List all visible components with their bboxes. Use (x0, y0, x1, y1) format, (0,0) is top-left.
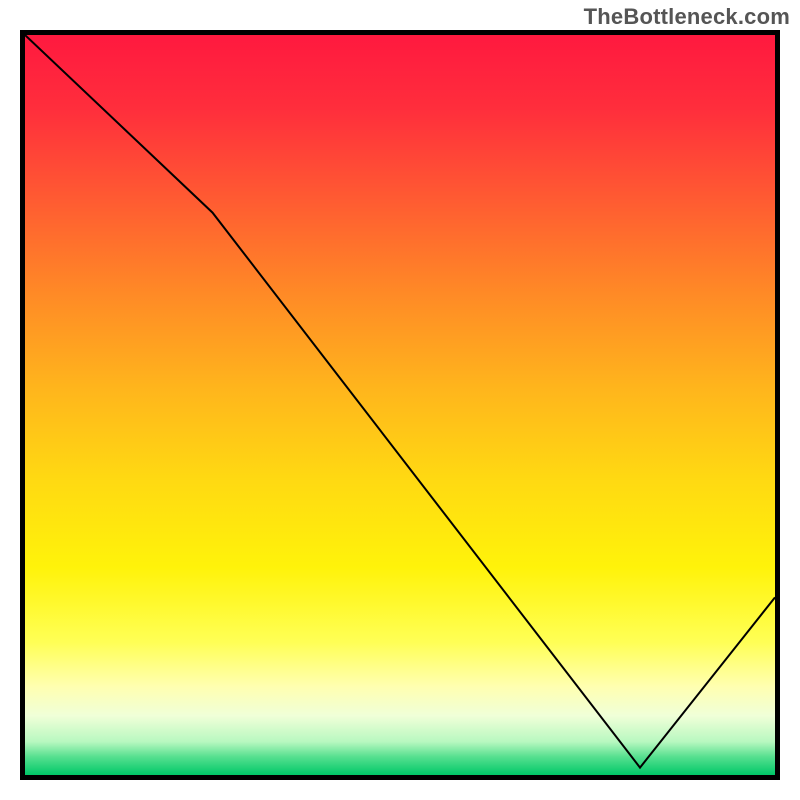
chart-container: TheBottleneck.com (0, 0, 800, 800)
data-series-line (25, 35, 775, 768)
line-plot (25, 35, 775, 775)
watermark-text: TheBottleneck.com (584, 4, 790, 30)
plot-area (20, 30, 780, 780)
